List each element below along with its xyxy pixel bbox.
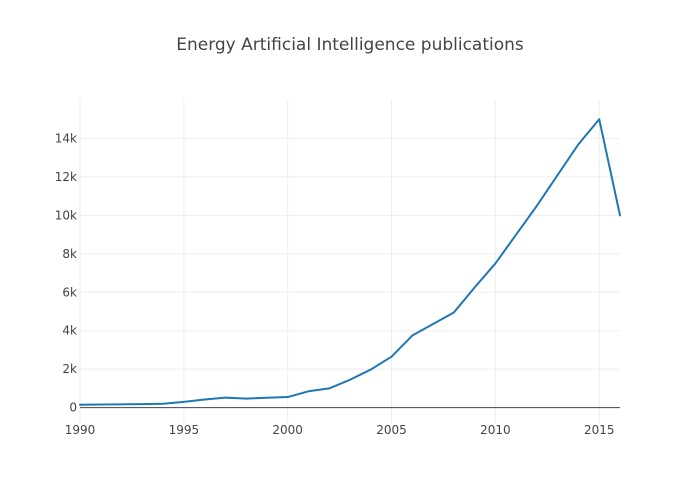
grid-layer bbox=[79, 100, 620, 423]
chart-title: Energy Artificial Intelligence publicati… bbox=[176, 35, 524, 55]
y-tick-label: 6k bbox=[62, 285, 77, 299]
y-tick-label: 0 bbox=[69, 401, 77, 415]
y-tick-label: 14k bbox=[55, 131, 77, 145]
x-tick-label: 2010 bbox=[480, 423, 511, 437]
x-tick-label: 2000 bbox=[272, 423, 303, 437]
x-tick-label: 2005 bbox=[376, 423, 407, 437]
x-tick-label: 2015 bbox=[584, 423, 615, 437]
y-tick-label: 2k bbox=[62, 362, 77, 376]
x-tick-label: 1990 bbox=[65, 423, 96, 437]
tick-label-layer: 1990 1995 2000 2005 2010 2015 0 2k 4k 6k 8k 10k 12k 1… bbox=[55, 131, 615, 437]
y-tick-label: 12k bbox=[55, 170, 77, 184]
x-tick-label: 1995 bbox=[169, 423, 200, 437]
y-tick-label: 4k bbox=[62, 324, 77, 338]
series-line bbox=[79, 118, 621, 406]
series-layer bbox=[79, 118, 621, 406]
y-tick-label: 10k bbox=[55, 208, 77, 222]
y-tick-label: 8k bbox=[62, 247, 77, 261]
